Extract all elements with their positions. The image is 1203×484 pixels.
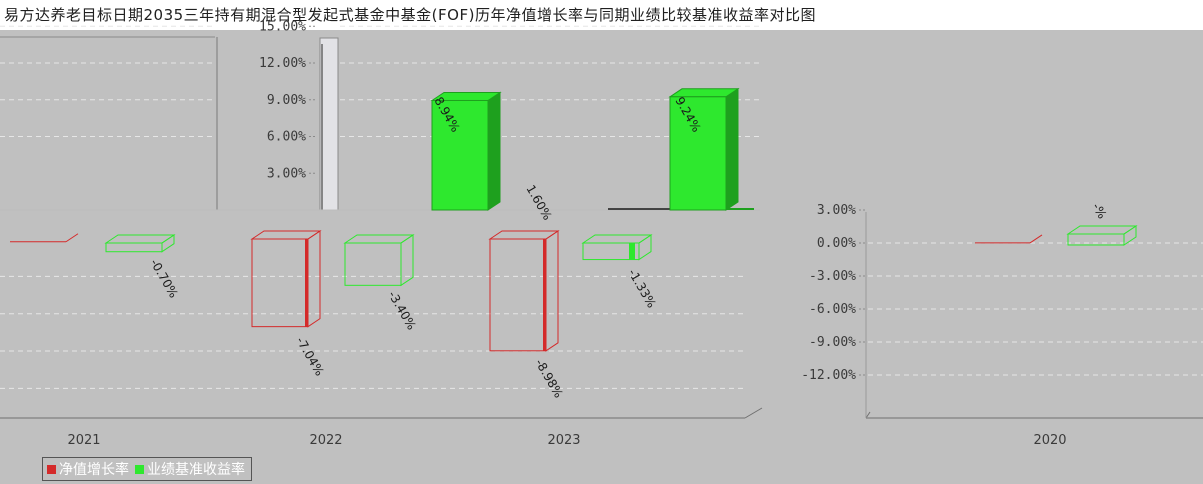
bar-benchmark-2023-fill [629, 243, 635, 260]
bar-secondary-0-side [487, 91, 501, 211]
legend-swatch-benchmark [135, 464, 144, 474]
ytick-top-1: 12.00% [259, 56, 306, 71]
bar-secondary-0-front [431, 99, 489, 211]
ytick-right-0: 3.00% [817, 203, 856, 218]
label-benchmark-2020: -% [1089, 201, 1109, 222]
ytick-right-2: -3.00% [809, 269, 856, 284]
bar-benchmark-2022-front [344, 242, 402, 286]
floor-corner-left [744, 407, 763, 419]
ytick-top-4: 3.00% [267, 166, 306, 181]
bar-benchmark-2021-front [105, 242, 163, 253]
bar-benchmark-2020-front [1067, 233, 1125, 246]
legend: 净值增长率 业绩基准收益率 [42, 457, 252, 481]
bar-secondary-2-front [669, 96, 727, 211]
legend-label-nav-growth: 净值增长率 [59, 462, 129, 478]
xtick-2022: 2022 [309, 433, 342, 448]
legend-label-benchmark: 业绩基准收益率 [147, 462, 245, 478]
xtick-2021: 2021 [67, 433, 100, 448]
bar-secondary-2-side [725, 87, 739, 211]
bar-secondary-2-shadow [726, 208, 754, 210]
xtick-2023: 2023 [547, 433, 580, 448]
bar-secondary-0 [430, 91, 502, 211]
plot-background [0, 30, 1203, 484]
ytick-top-3: 6.00% [267, 130, 306, 145]
chart-frame [0, 30, 1203, 484]
ytick-top-0: 15.00% [259, 19, 306, 34]
bar-secondary-2 [668, 87, 740, 211]
bar-benchmark-2023-front [582, 242, 640, 261]
axis-ticks: 15.00% 12.00% 9.00% 6.00% 3.00% 3.00% 0.00% -3.… [67, 19, 1066, 448]
ytick-right-3: -6.00% [809, 302, 856, 317]
bar-nav-growth-2021-depth [65, 233, 79, 243]
bar-nav-growth-2023-edge [543, 239, 546, 351]
bar-benchmark-2023 [581, 234, 653, 261]
xtick-2020: 2020 [1033, 433, 1066, 448]
bar-benchmark-2022 [343, 234, 415, 287]
legend-swatch-nav-growth [47, 464, 56, 474]
legend-item-benchmark: 业绩基准收益率 [135, 459, 245, 479]
ytick-top-2: 9.00% [267, 93, 306, 108]
bar-nav-growth-2022-edge [305, 239, 308, 327]
bar-benchmark-2021 [104, 234, 176, 253]
bars [10, 87, 1138, 352]
bar-benchmark-2020 [1066, 225, 1138, 246]
floor-corner-right [865, 411, 871, 419]
bar-nav-growth-2020-depth [1029, 234, 1043, 244]
ytick-right-1: 0.00% [817, 236, 856, 251]
legend-item-nav-growth: 净值增长率 [47, 459, 129, 479]
title-strip: 易方达养老目标日期2035三年持有期混合型发起式基金中基金(FOF)历年净值增长… [0, 0, 1203, 30]
chart-title: 易方达养老目标日期2035三年持有期混合型发起式基金中基金(FOF)历年净值增长… [4, 6, 816, 24]
ytick-right-4: -9.00% [809, 335, 856, 350]
grid-lines [0, 25, 1203, 389]
ytick-right-5: -12.00% [801, 368, 856, 383]
bar-secondary-2-top [668, 88, 740, 98]
